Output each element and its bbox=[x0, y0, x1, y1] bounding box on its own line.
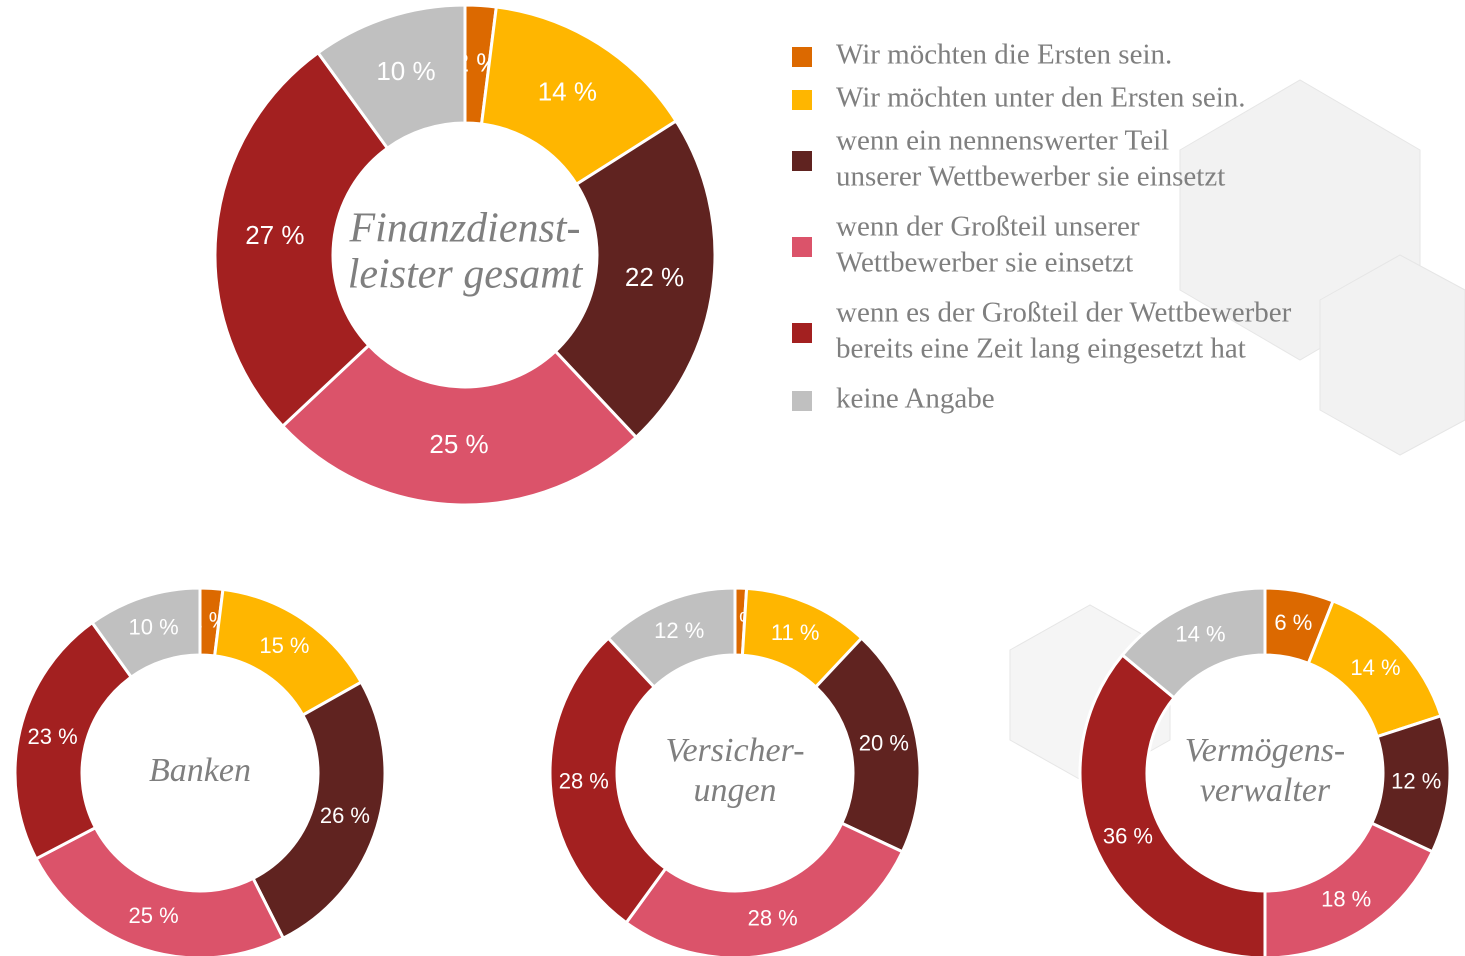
legend-swatch bbox=[792, 151, 812, 171]
value-label: 6 % bbox=[1274, 610, 1312, 635]
center-title: Banken bbox=[149, 752, 251, 789]
legend-swatch bbox=[792, 237, 812, 257]
legend-label: unserer Wettbewerber sie einsetzt bbox=[836, 161, 1225, 193]
value-label: 14 % bbox=[1175, 622, 1225, 647]
legend-label: wenn es der Großteil der Wettbewerber bbox=[836, 297, 1292, 329]
legend-label: Wettbewerber sie einsetzt bbox=[836, 247, 1133, 279]
center-title: Vermögens- bbox=[1185, 732, 1346, 769]
legend-label: keine Angabe bbox=[836, 383, 995, 415]
value-label: 18 % bbox=[1321, 887, 1371, 912]
legend-label: wenn ein nennenswerter Teil bbox=[836, 125, 1169, 157]
value-label: 26 % bbox=[320, 803, 370, 828]
legend-label: Wir möchten unter den Ersten sein. bbox=[836, 82, 1246, 114]
center-title: leister gesamt bbox=[348, 252, 584, 298]
legend-swatch bbox=[792, 47, 812, 67]
value-label: 28 % bbox=[748, 906, 798, 931]
legend-label: bereits eine Zeit lang eingesetzt hat bbox=[836, 333, 1246, 365]
legend-swatch bbox=[792, 90, 812, 110]
value-label: 22 % bbox=[625, 262, 684, 292]
value-label: 11 % bbox=[771, 620, 820, 645]
value-label: 12 % bbox=[1391, 768, 1441, 793]
value-label: 10 % bbox=[376, 56, 435, 86]
value-label: 12 % bbox=[654, 618, 704, 643]
value-label: 14 % bbox=[1350, 655, 1400, 680]
value-label: 14 % bbox=[538, 77, 597, 107]
donut-slice bbox=[626, 823, 902, 956]
value-label: 36 % bbox=[1103, 823, 1153, 848]
page: 2 %14 %22 %25 %27 %10 %Finanzdienst-leis… bbox=[0, 0, 1465, 956]
center-title: Versicher- bbox=[665, 732, 804, 769]
value-label: 25 % bbox=[129, 903, 179, 928]
center-title: Finanzdienst- bbox=[349, 206, 581, 252]
value-label: 10 % bbox=[129, 615, 179, 640]
value-label: 28 % bbox=[559, 768, 609, 793]
legend-label: Wir möchten die Ersten sein. bbox=[836, 39, 1172, 71]
value-label: 25 % bbox=[429, 429, 488, 459]
legend-swatch bbox=[792, 323, 812, 343]
center-title: verwalter bbox=[1200, 772, 1331, 809]
center-title: ungen bbox=[693, 772, 776, 809]
value-label: 20 % bbox=[859, 730, 909, 755]
legend-label: wenn der Großteil unserer bbox=[836, 211, 1140, 243]
chart: 2 %14 %22 %25 %27 %10 %Finanzdienst-leis… bbox=[0, 0, 1465, 956]
value-label: 15 % bbox=[259, 633, 309, 658]
legend-swatch bbox=[792, 391, 812, 411]
donut-slice bbox=[36, 828, 283, 956]
value-label: 23 % bbox=[28, 724, 78, 749]
value-label: 27 % bbox=[245, 220, 304, 250]
